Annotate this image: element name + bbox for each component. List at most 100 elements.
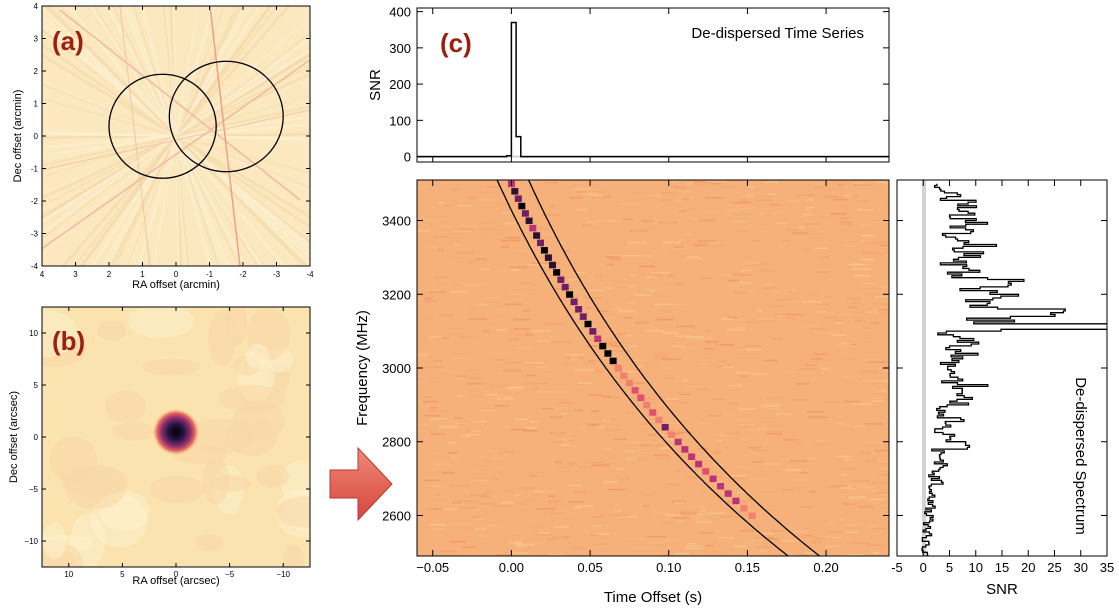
- panel-a-label: (a): [52, 26, 84, 56]
- dynamic-spectrum-ytick-label: 2600: [382, 508, 411, 523]
- panel-a-xtick-label: 3: [73, 270, 78, 279]
- pulse-cell: [511, 188, 519, 195]
- pulse-cell: [536, 239, 544, 247]
- spectrum-xtick-label: 35: [1100, 560, 1114, 575]
- spectrum-xtick-label: -5: [891, 560, 903, 575]
- spectrum-xtick-label: 25: [1047, 560, 1061, 575]
- spectrum-xtick-label: 10: [969, 560, 983, 575]
- pulse-cell: [637, 394, 645, 401]
- pulse-cell: [717, 482, 725, 490]
- panel-b-ytick-label: 5: [34, 381, 39, 390]
- panel-a-xlabel: RA offset (arcmin): [132, 279, 220, 291]
- spectrum-line: [921, 183, 1107, 556]
- dynamic-spectrum-ylabel: Frequency (MHz): [354, 310, 371, 426]
- panel-a-xtick-label: 1: [140, 270, 145, 279]
- time-series-ytick-label: 0: [404, 150, 411, 165]
- panel-a-ytick-label: 0: [34, 132, 39, 141]
- pulse-cell: [649, 409, 657, 416]
- panel-c-label: (c): [440, 28, 472, 58]
- dynamic-spectrum-xtick-label: −0.05: [416, 560, 449, 575]
- pulse-cell: [748, 512, 756, 519]
- pulse-cell: [661, 423, 669, 431]
- pulse-cell: [668, 431, 676, 438]
- pulse-cell: [525, 217, 533, 225]
- panel-a-xtick-label: -2: [239, 270, 247, 279]
- pulse-cell: [724, 490, 732, 497]
- pulse-cell: [625, 379, 633, 387]
- panel-a-ytick-label: 3: [34, 35, 39, 44]
- dynamic-spectrum-xtick-label: 0.10: [656, 560, 681, 575]
- pulse-cell: [553, 269, 561, 276]
- spectrum-xtick-label: 5: [946, 560, 953, 575]
- pulse-cell: [570, 298, 578, 306]
- spectrum-title: De-dispersed Spectrum: [1072, 377, 1089, 535]
- panel-a-ylabel: Dec offset (arcmin): [12, 90, 24, 183]
- pulse-cell: [544, 254, 552, 261]
- dynamic-spectrum-ytick-label: 3400: [382, 214, 411, 229]
- panel-b-image: [42, 307, 310, 567]
- spectrum-xtick-label: 0: [920, 560, 927, 575]
- dynamic-spectrum-ytick-label: 3200: [382, 287, 411, 302]
- panel-b-ytick-label: −10: [24, 537, 38, 546]
- pulse-cell: [589, 328, 597, 335]
- time-series-ytick-label: 100: [389, 113, 411, 128]
- spectrum-xlabel: SNR: [986, 581, 1018, 598]
- panel-c-top: 0 100 200 300 400 (c) De-dispersed Time Seri…: [367, 5, 890, 165]
- pulse-cell: [557, 276, 565, 284]
- panel-b-ytick-label: 10: [29, 329, 38, 338]
- pulse-cell: [688, 453, 696, 460]
- panel-spectrum: -5 0 5 10 15 20 25 30 35 De-dispersed Spectrum S…: [891, 179, 1114, 598]
- spectrum-zero-band: [922, 180, 926, 556]
- pulse-cell: [548, 261, 556, 269]
- sweep-boundary-right: [528, 180, 820, 556]
- panel-a-xtick-label: -1: [206, 270, 214, 279]
- pulse-cell: [681, 446, 689, 453]
- beam-circle-2: [168, 60, 284, 173]
- panel-a-ytick-label: 2: [34, 67, 39, 76]
- panel-b-xlabel: RA offset (arcsec): [132, 575, 219, 587]
- dynamic-spectrum-ytick-label: 2800: [382, 435, 411, 450]
- time-series-line: [417, 21, 889, 158]
- spectrum-xtick-label: 15: [995, 560, 1009, 575]
- panel-a-ytick-label: -2: [31, 197, 39, 206]
- dynamic-spectrum-ytick-label: 3000: [382, 361, 411, 376]
- time-series-ytick-label: 400: [389, 5, 411, 20]
- panel-b-xtick-label: 5: [120, 570, 125, 579]
- pulse-cell: [540, 247, 548, 254]
- panel-b-ylabel: Dec offset (arcsec): [8, 391, 20, 483]
- dynamic-spectrum-xtick-label: 0.00: [499, 560, 524, 575]
- pulse-cell: [566, 291, 574, 298]
- panel-b: 10 5 0 −5 −10 −10 −5 0 5 10 (b) RA offset (arcsec…: [8, 306, 311, 587]
- pulse-cell: [655, 416, 663, 424]
- time-series-ytick-label: 300: [389, 41, 411, 56]
- pulse-cell: [529, 224, 537, 232]
- pulse-cell: [709, 475, 717, 483]
- pulse-cell: [579, 313, 587, 320]
- dynamic-spectrum-xtick-label: 0.20: [813, 560, 838, 575]
- pulse-cell: [599, 342, 607, 350]
- pulse-cell: [643, 401, 651, 409]
- panel-a-xtick-label: 2: [107, 270, 112, 279]
- time-series-title: De-dispersed Time Series: [691, 25, 864, 42]
- pulse-cell: [620, 372, 628, 379]
- panel-a-xtick-label: 4: [40, 270, 45, 279]
- panel-b-ytick-label: −5: [29, 485, 39, 494]
- pulse-cell: [674, 438, 682, 446]
- dynamic-spectrum-xtick-label: 0.05: [577, 560, 602, 575]
- dynamic-spectrum-xlabel: Time Offset (s): [604, 589, 702, 606]
- panel-a-xtick-label: 0: [174, 270, 179, 279]
- panel-b-xtick-label: 10: [64, 570, 73, 579]
- pulse-cell: [521, 210, 529, 217]
- panel-b-ytick-label: 0: [34, 433, 39, 442]
- pulse-cell: [732, 497, 740, 505]
- panel-a-xtick-label: -4: [306, 270, 314, 279]
- pulse-cell: [740, 505, 748, 512]
- panel-c-main: −0.05 0.00 0.05 0.10 0.15 0.20 2600 2800 3000 320…: [354, 179, 890, 606]
- panel-b-xtick-label: −5: [225, 570, 235, 579]
- spectrum-xtick-label: 30: [1074, 560, 1088, 575]
- pulse-cell: [561, 283, 569, 291]
- pulse-cell: [631, 387, 639, 394]
- panel-b-label: (b): [52, 326, 85, 356]
- spectrum-xtick-label: 20: [1021, 560, 1035, 575]
- pulse-cell: [575, 306, 583, 313]
